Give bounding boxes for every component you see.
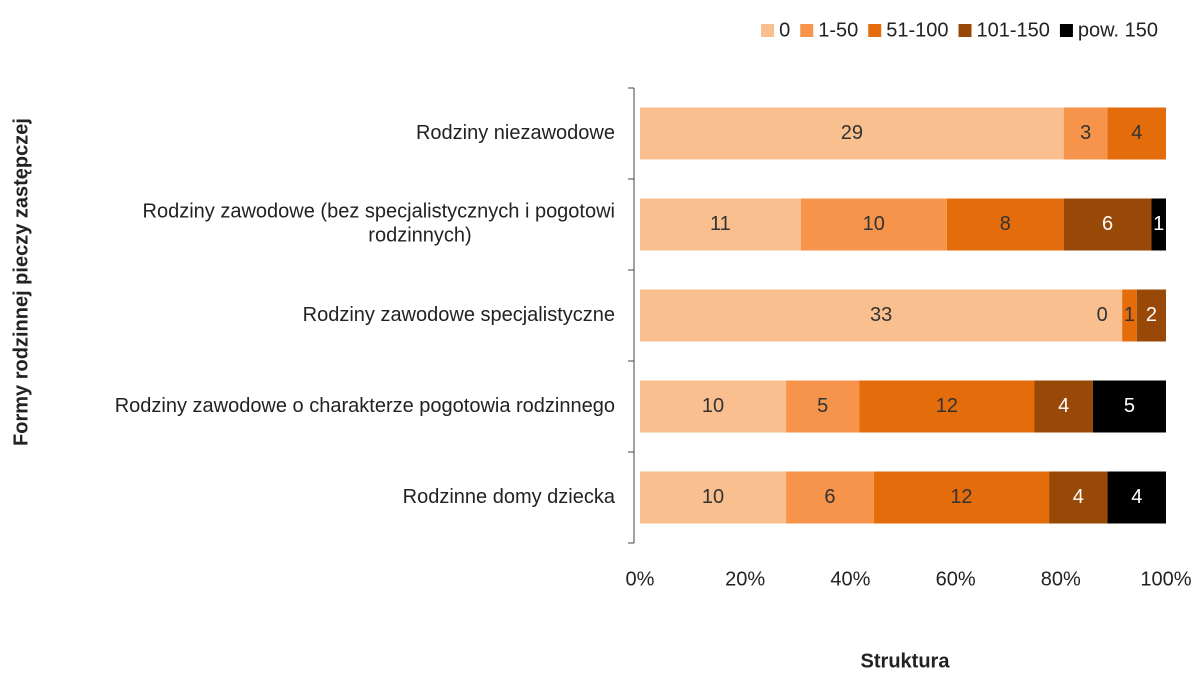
bar-segment: [786, 380, 860, 433]
data-label: 8: [1000, 213, 1011, 235]
legend-swatch: [1059, 24, 1073, 37]
y-tick-label: Rodziny zawodowe specjalistyczne: [303, 304, 615, 326]
data-label: 4: [1058, 395, 1069, 417]
bar-segment: [786, 471, 874, 524]
bar-segment: [640, 380, 787, 433]
x-tick-label: 20%: [725, 568, 765, 590]
data-label: 33: [870, 304, 892, 326]
bar-segment: [640, 471, 787, 524]
bar-segment: [1122, 289, 1137, 342]
x-axis-title: Struktura: [861, 650, 951, 672]
legend-label: 101-150: [977, 19, 1050, 41]
bar-segment: [873, 471, 1050, 524]
bar-segment: [640, 289, 1123, 342]
data-label: 6: [824, 486, 835, 508]
y-tick-label: Rodzinne domy dziecka: [403, 486, 616, 508]
data-label: 10: [702, 395, 724, 417]
bar-segment: [1063, 198, 1152, 251]
data-label: 4: [1073, 486, 1084, 508]
y-tick-label: Rodziny zawodowe (bez specjalistycznych …: [143, 201, 615, 247]
bar-segment: [859, 380, 1035, 433]
data-label: 11: [710, 213, 731, 235]
data-label: 1: [1153, 213, 1164, 235]
x-tick-label: 60%: [936, 568, 976, 590]
legend-swatch: [958, 24, 972, 37]
legend-label: pow. 150: [1078, 19, 1158, 41]
y-tick-label: Rodziny niezawodowe: [416, 122, 615, 144]
data-label: 3: [1080, 122, 1091, 144]
x-tick-label: 100%: [1140, 568, 1191, 590]
y-axis-title: Formy rodzinnej pieczy zastępczej: [10, 118, 32, 446]
bar-segment: [1034, 380, 1093, 433]
data-label: 5: [817, 395, 828, 417]
data-label: 29: [841, 122, 863, 144]
legend-label: 51-100: [886, 19, 948, 41]
bar-segment: [800, 198, 947, 251]
x-tick-label: 0%: [626, 568, 655, 590]
legend-label: 1-50: [818, 19, 858, 41]
x-tick-label: 40%: [830, 568, 870, 590]
legend-swatch: [761, 24, 775, 37]
data-label: 4: [1131, 486, 1142, 508]
legend-swatch: [800, 24, 814, 37]
data-label: 6: [1102, 213, 1113, 235]
y-tick-label: Rodziny zawodowe o charakterze pogotowia…: [115, 395, 615, 417]
bar-segment: [640, 107, 1064, 160]
bar-segment: [640, 198, 801, 251]
data-label: 12: [936, 395, 958, 417]
legend-swatch: [868, 24, 882, 37]
bar-segment: [946, 198, 1064, 251]
data-label: 4: [1131, 122, 1142, 144]
data-label: 2: [1146, 304, 1157, 326]
data-label: 12: [950, 486, 972, 508]
legend-label: 0: [779, 19, 790, 41]
data-label: 0: [1097, 304, 1108, 326]
bar-segment: [1107, 107, 1166, 160]
x-tick-label: 80%: [1041, 568, 1081, 590]
data-label: 1: [1124, 304, 1135, 326]
bar-segment: [1049, 471, 1108, 524]
data-label: 5: [1124, 395, 1135, 417]
bar-segment: [1151, 198, 1166, 251]
bar-segment: [1136, 289, 1166, 342]
bar-segment: [1063, 107, 1108, 160]
bar-segment: [1107, 471, 1166, 524]
data-label: 10: [863, 213, 885, 235]
bar-segment: [1092, 380, 1166, 433]
data-label: 10: [702, 486, 724, 508]
